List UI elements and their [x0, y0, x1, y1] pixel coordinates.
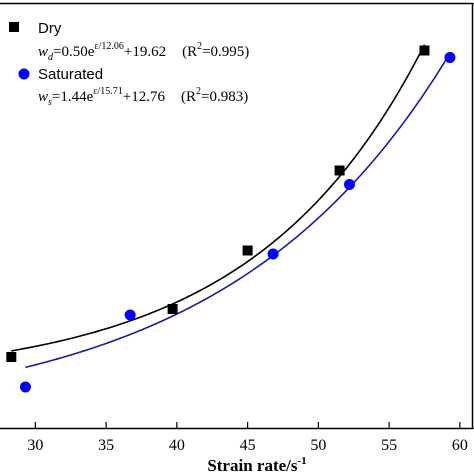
saturated-data-point: [19, 381, 31, 393]
dry-fit-curve: [11, 44, 426, 352]
x-tick-label: 30: [27, 437, 43, 454]
dry-data-point: [334, 165, 345, 176]
x-tick-label: 55: [381, 437, 397, 454]
dry-data-point: [242, 245, 253, 256]
dry-data-point: [419, 45, 430, 56]
saturated-fit-curve: [25, 52, 451, 369]
saturated-data-point: [343, 179, 355, 190]
plot-frame: [0, 2, 474, 430]
saturated-data-point: [124, 309, 136, 321]
x-tick-label: 60: [452, 437, 468, 454]
x-tick-label: 50: [310, 437, 326, 454]
x-ticks: 30 35 40 45 50 55 60: [27, 422, 468, 454]
legend-label-dry: Dry: [38, 20, 62, 37]
legend: Dry wd=0.50eε/12.06+19.62 (R2=0.995) Satu…: [9, 20, 249, 108]
legend-label-saturated: Saturated: [38, 66, 103, 83]
dry-fit-equation: wd=0.50eε/12.06+19.62 (R2=0.995): [38, 41, 249, 63]
dry-data-point: [6, 352, 17, 362]
legend-marker-dry: [9, 22, 19, 32]
saturated-data-point: [267, 248, 279, 260]
data-points: [6, 45, 456, 393]
x-axis-title: Strain rate/s-1: [207, 455, 306, 474]
x-tick-label: 35: [98, 437, 114, 454]
x-tick-label: 40: [169, 437, 185, 454]
dry-data-point: [167, 304, 178, 314]
x-tick-label: 45: [240, 437, 256, 454]
saturated-fit-equation: ws=1.44eε/15.71+12.76 (R2=0.983): [38, 86, 248, 108]
legend-marker-saturated: [18, 68, 30, 80]
saturated-data-point: [444, 52, 456, 63]
